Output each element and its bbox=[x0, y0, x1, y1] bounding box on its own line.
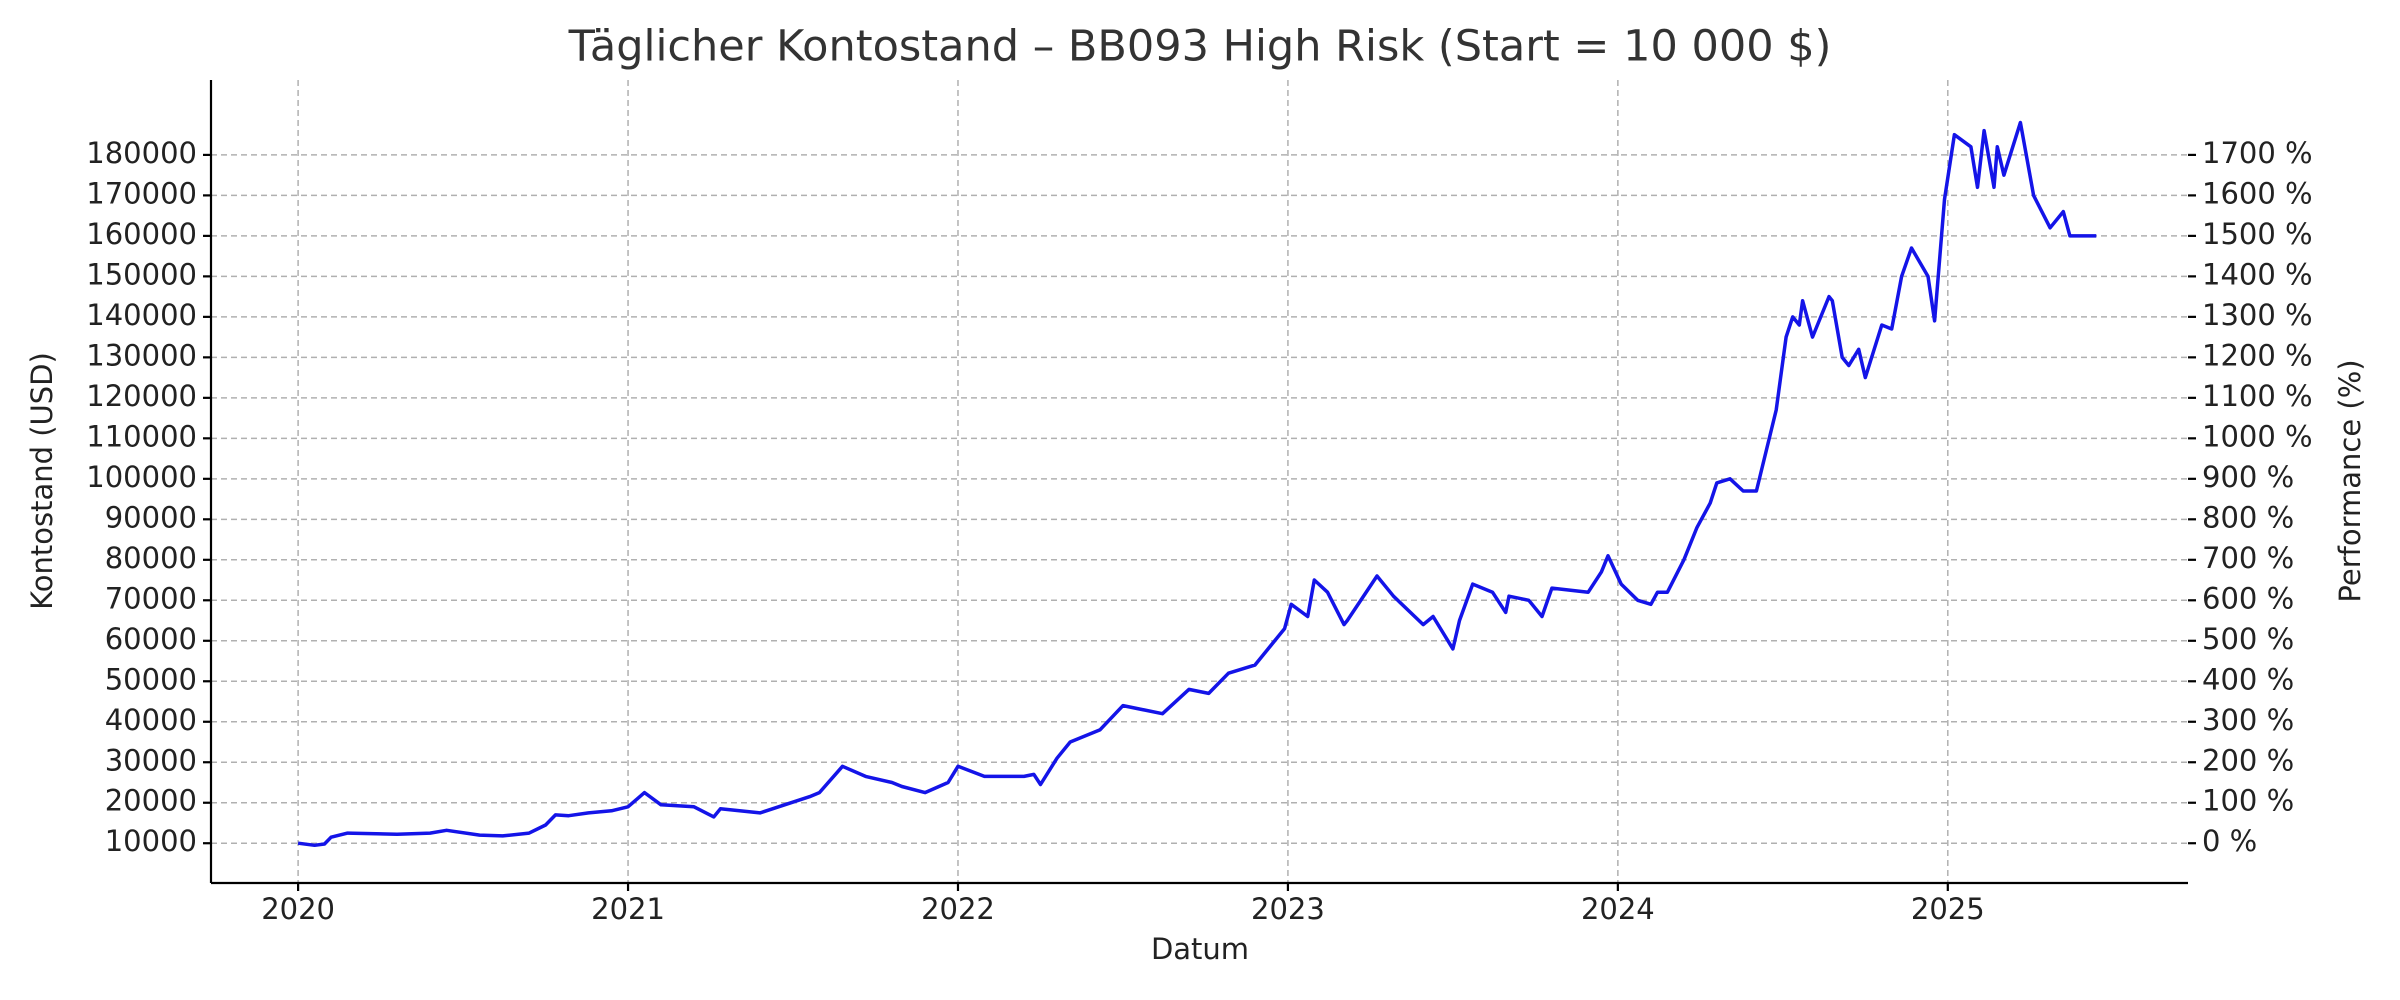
y2-axis-label: Performance (%) bbox=[2333, 359, 2367, 602]
y-tick-label: 20000 bbox=[105, 784, 197, 818]
y-tick-label: 80000 bbox=[105, 541, 197, 575]
y-tick-label: 180000 bbox=[86, 136, 197, 170]
y2-tick-label: 1200 % bbox=[2202, 338, 2313, 372]
y-tick-label: 140000 bbox=[86, 298, 197, 332]
y-tick-label: 10000 bbox=[105, 824, 197, 858]
y-tick-label: 70000 bbox=[105, 581, 197, 615]
y-tick-label: 40000 bbox=[105, 703, 197, 737]
y2-tick-label: 1100 % bbox=[2202, 379, 2313, 413]
y2-tick-label: 1300 % bbox=[2202, 298, 2313, 332]
y2-tick-label: 1600 % bbox=[2202, 176, 2313, 210]
y-tick-label: 150000 bbox=[86, 257, 197, 291]
x-tick-label: 2021 bbox=[591, 892, 665, 926]
y2-tick-label: 800 % bbox=[2202, 500, 2294, 534]
y2-tick-label: 500 % bbox=[2202, 622, 2294, 656]
y-tick-label: 110000 bbox=[86, 419, 197, 453]
y-axis-label: Kontostand (USD) bbox=[25, 352, 59, 610]
y2-tick-label: 1400 % bbox=[2202, 257, 2313, 291]
x-axis-label: Datum bbox=[1151, 932, 1249, 966]
y2-tick-label: 700 % bbox=[2202, 541, 2294, 575]
y-tick-label: 120000 bbox=[86, 379, 197, 413]
x-tick-label: 2024 bbox=[1581, 892, 1655, 926]
y2-tick-label: 600 % bbox=[2202, 581, 2294, 615]
y2-tick-label: 900 % bbox=[2202, 460, 2294, 494]
x-tick-label: 2025 bbox=[1911, 892, 1985, 926]
y2-tick-label: 1500 % bbox=[2202, 217, 2313, 251]
y-tick-label: 50000 bbox=[105, 662, 197, 696]
y2-tick-label: 200 % bbox=[2202, 743, 2294, 777]
y2-tick-label: 1700 % bbox=[2202, 136, 2313, 170]
y2-tick-label: 100 % bbox=[2202, 784, 2294, 818]
y2-tick-label: 1000 % bbox=[2202, 419, 2313, 453]
y2-tick-label: 0 % bbox=[2202, 824, 2257, 858]
x-tick-label: 2020 bbox=[261, 892, 335, 926]
y-tick-label: 30000 bbox=[105, 743, 197, 777]
y-tick-label: 130000 bbox=[86, 338, 197, 372]
x-tick-label: 2022 bbox=[921, 892, 995, 926]
y-tick-label: 170000 bbox=[86, 176, 197, 210]
y-tick-label: 160000 bbox=[86, 217, 197, 251]
y2-tick-label: 300 % bbox=[2202, 703, 2294, 737]
x-tick-label: 2023 bbox=[1251, 892, 1325, 926]
y2-tick-label: 400 % bbox=[2202, 662, 2294, 696]
balance-line bbox=[297, 120, 2097, 848]
chart-title: Täglicher Kontostand – BB093 High Risk (… bbox=[568, 22, 1832, 72]
y-tick-label: 90000 bbox=[105, 500, 197, 534]
y-tick-label: 60000 bbox=[105, 622, 197, 656]
y-tick-label: 100000 bbox=[86, 460, 197, 494]
